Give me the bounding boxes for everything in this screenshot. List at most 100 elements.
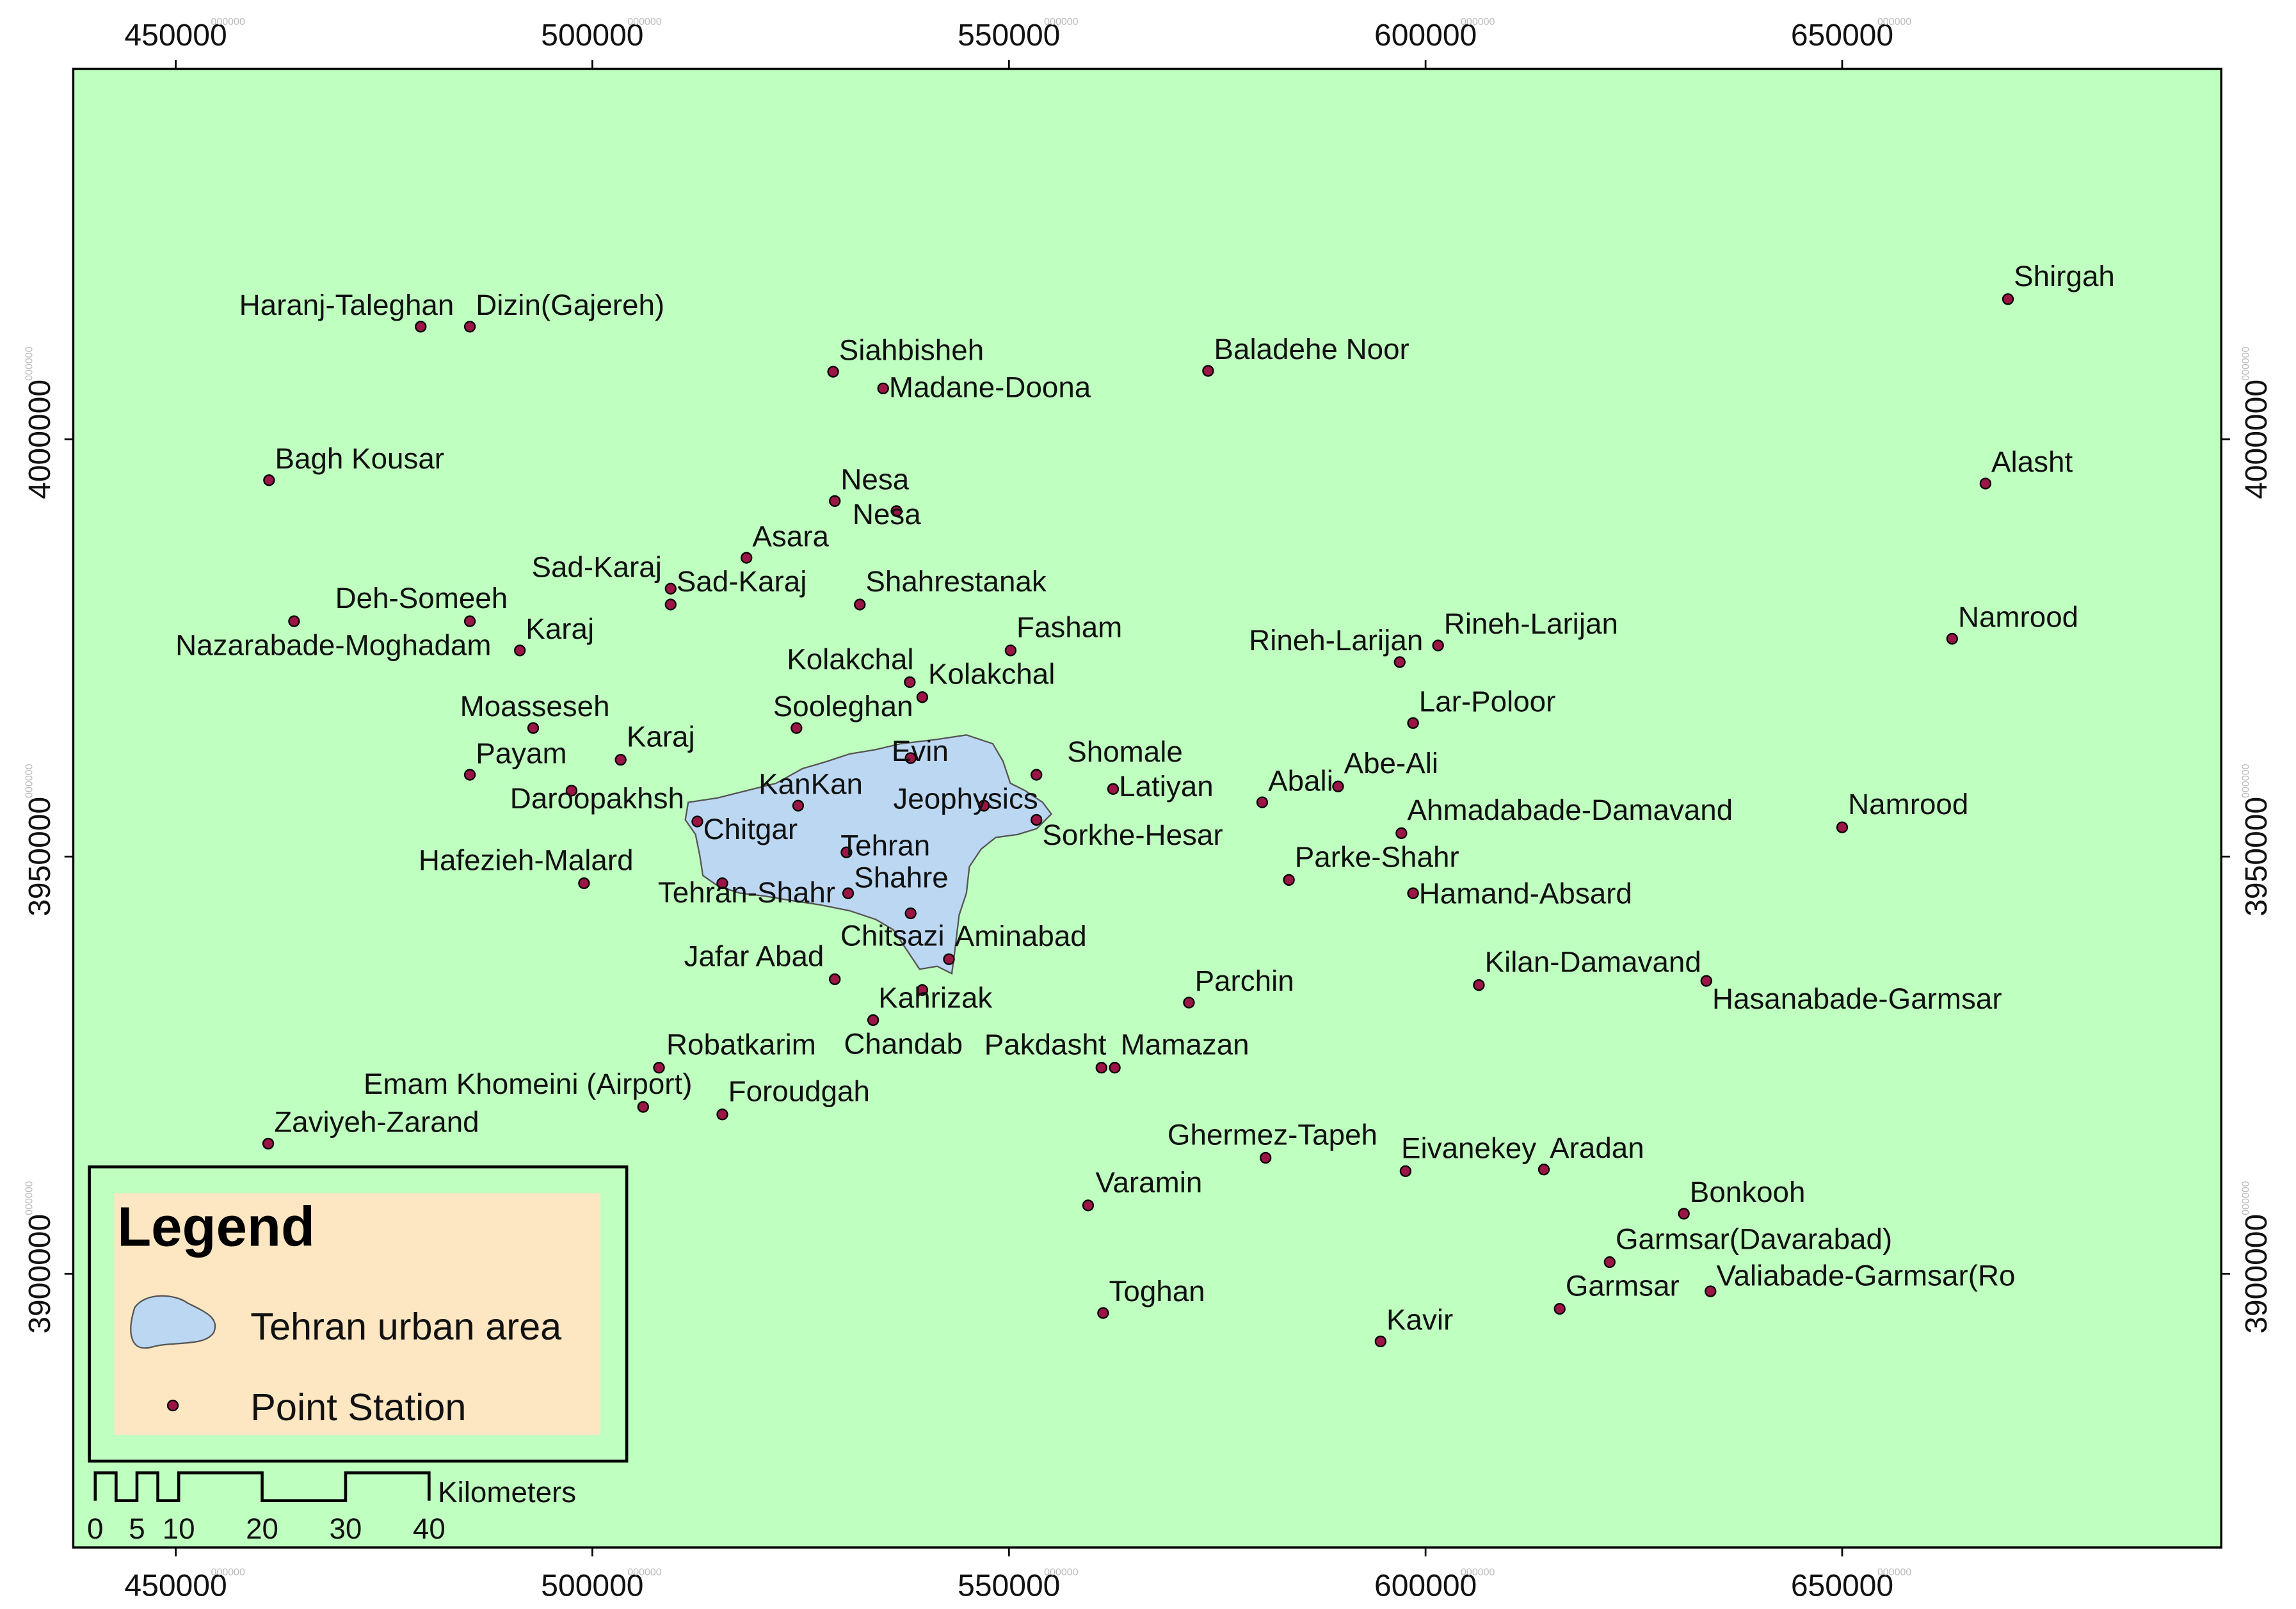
x-tick-label: 650000 (1791, 1569, 1893, 1603)
x-tick-label: 600000 (1374, 1569, 1477, 1603)
station-label: Chitgar (703, 813, 798, 845)
tick-suffix: 000000 (24, 1181, 35, 1215)
x-tick-label: 450000 (124, 19, 227, 52)
station-label: KanKan (759, 768, 863, 801)
station-point (1107, 783, 1120, 795)
station-label: Nazarabade-Moghadam (175, 628, 491, 661)
station-label: Dizin(Gajereh) (476, 289, 664, 321)
station-point (890, 505, 903, 517)
station-label: Shirgah (2014, 260, 2115, 292)
station-point (514, 644, 526, 657)
x-tick-label: 450000 (124, 1569, 227, 1603)
y-tick-label: 4000000 (2240, 380, 2274, 499)
station-label: Toghan (1109, 1275, 1205, 1308)
station-point (840, 846, 853, 858)
station-label: Madane-Doona (889, 371, 1091, 404)
scale-label: 20 (246, 1512, 278, 1545)
tick-suffix: 000000 (1044, 17, 1078, 28)
station-label: Nesa (853, 498, 921, 531)
station-point (1678, 1208, 1690, 1220)
station-label: Bonkooh (1690, 1176, 1806, 1208)
stations: Haranj-Taleghan Dizin(Gajereh) Siahbisheh M… (175, 260, 2115, 1348)
tick-suffix: 000000 (627, 1567, 661, 1578)
station-label: Foroudgah (728, 1075, 870, 1108)
station-point (904, 676, 916, 688)
station-label: Fasham (1016, 611, 1122, 644)
station-point (614, 753, 627, 766)
scale-label: 0 (87, 1512, 103, 1545)
station-point (916, 691, 929, 703)
station-point (1946, 632, 1958, 645)
station-label: Sad-Karaj (677, 565, 807, 598)
station-point (716, 877, 728, 890)
station-label: Moasseseh (460, 690, 610, 723)
station-label: Siahbisheh (839, 334, 984, 367)
station-point (943, 953, 955, 965)
x-tick-label: 500000 (541, 19, 643, 52)
station-point (1395, 827, 1408, 839)
station-point (1283, 874, 1295, 886)
station-label: Namrood (1848, 788, 1968, 821)
scale-label: 10 (163, 1512, 195, 1545)
station-point (637, 1101, 649, 1113)
station-label: Varamin (1095, 1166, 1202, 1199)
station-point (1202, 365, 1214, 377)
station-label: Daroopakhsh (510, 782, 684, 815)
station-label: Rineh-Larijan (1444, 607, 1618, 640)
station-label: Aminabad (955, 920, 1087, 952)
station-label: Emam Khomeini (Airport) (364, 1068, 693, 1100)
tick-suffix: 000000 (1461, 1567, 1495, 1578)
station-point (1603, 1256, 1616, 1269)
station-point (916, 984, 929, 997)
station-label: Kolakchal (787, 643, 913, 675)
station-label: Asara (752, 520, 829, 552)
tick-suffix: 000000 (2241, 346, 2252, 380)
station-label: Ahmadabade-Damavand (1408, 794, 1733, 826)
station-label: Tehran-Shahr (658, 876, 835, 909)
station-label: Latiyan (1119, 770, 1214, 803)
station-point (1260, 1151, 1272, 1164)
station-label: Alasht (1991, 445, 2073, 478)
station-point (1407, 717, 1419, 729)
station-point (716, 1109, 728, 1121)
station-label: Shahre (854, 861, 949, 894)
station-point (792, 799, 805, 812)
x-tick-label: 550000 (958, 1569, 1060, 1603)
station-label: Jeophysics (893, 782, 1038, 815)
station-point (565, 785, 578, 797)
station-label: Rineh-Larijan (1249, 624, 1423, 657)
station-point (1031, 769, 1043, 781)
station-point (1432, 639, 1444, 652)
legend-item: Tehran urban area (250, 1305, 562, 1348)
station-label: Tehran (840, 829, 930, 861)
station-label: Shomale (1067, 735, 1183, 768)
station-label: Nesa (840, 463, 909, 496)
station-point (463, 769, 476, 781)
station-label: Evin (892, 735, 949, 767)
station-label: Shahrestanak (865, 565, 1046, 598)
y-tick-label: 3900000 (23, 1214, 57, 1334)
station-point (1004, 644, 1017, 657)
station-label: Kolakchal (928, 658, 1055, 691)
station-point (842, 887, 855, 899)
station-label: Payam (476, 737, 566, 769)
station-point (664, 582, 677, 595)
station-point (527, 722, 540, 734)
station-label: Valiabade-Garmsar(Ro (1716, 1259, 2015, 1292)
station-point (1553, 1302, 1566, 1315)
x-tick-label: 650000 (1791, 19, 1893, 52)
station-label: Garmsar(Davarabad) (1616, 1222, 1892, 1255)
station-label: Deh-Someeh (335, 582, 508, 614)
scale-bar-line (93, 1471, 431, 1503)
station-label: Lar-Poloor (1419, 685, 1556, 717)
station-label: Parke-Shahr (1295, 840, 1459, 873)
x-tick-label: 600000 (1374, 19, 1477, 52)
station-point (1537, 1164, 1550, 1176)
tick-suffix: 000000 (627, 17, 661, 28)
x-tick-label: 550000 (958, 19, 1060, 52)
station-label: Sooleghan (773, 690, 913, 723)
x-tick-label: 500000 (541, 1569, 643, 1603)
